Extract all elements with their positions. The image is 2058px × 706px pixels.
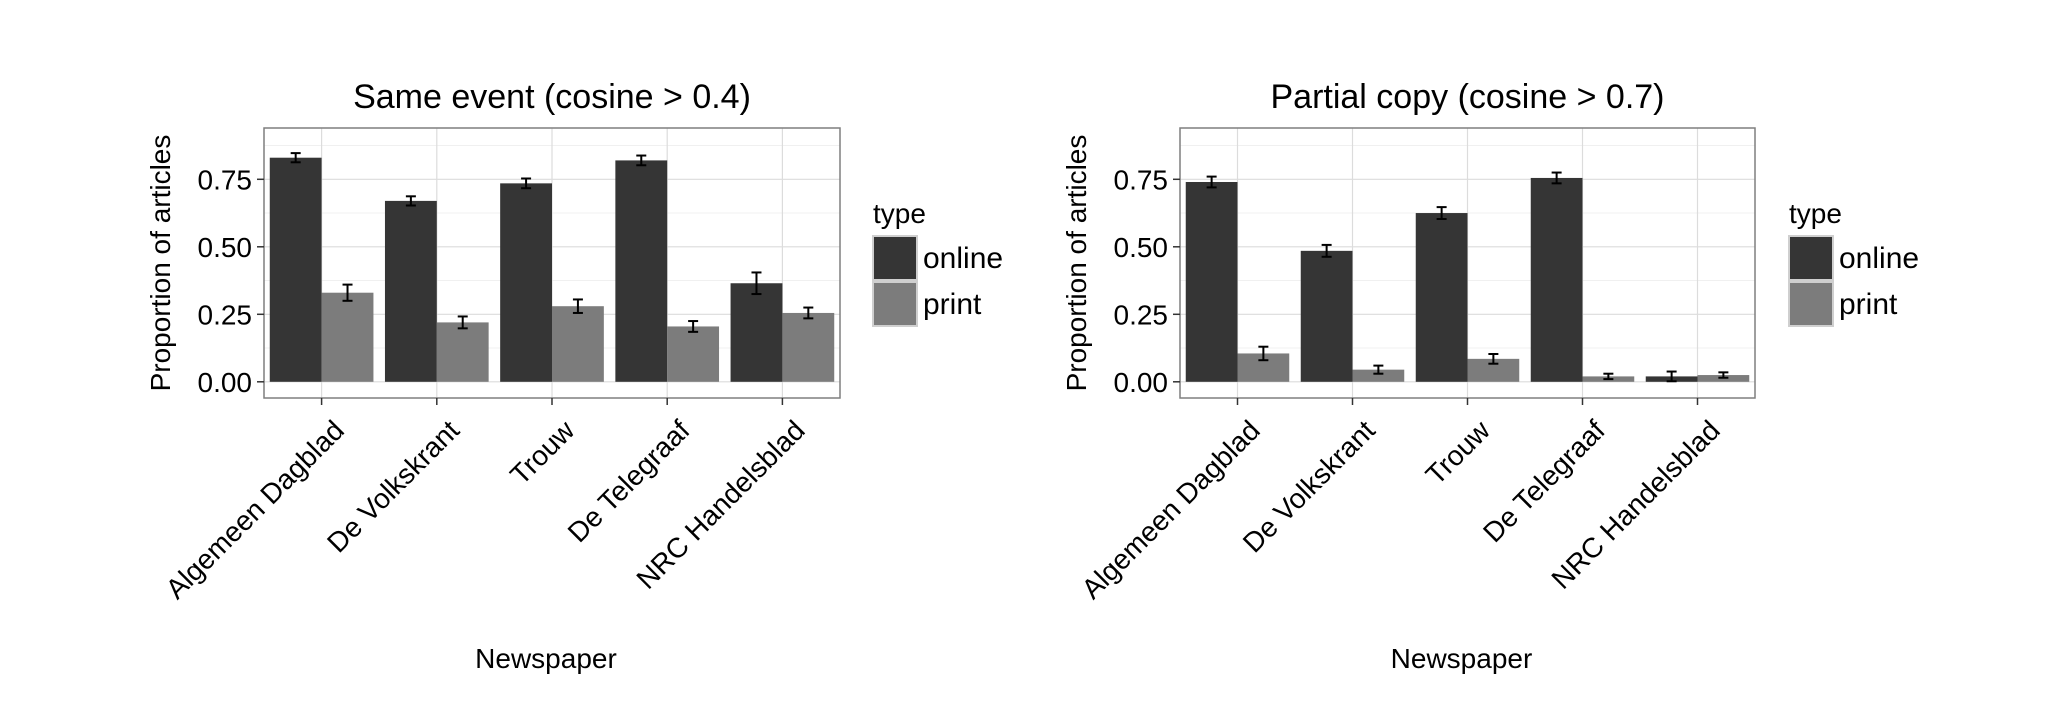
y-tick-label: 0.50	[198, 232, 253, 263]
bar-print	[552, 306, 604, 382]
bar-print	[436, 322, 489, 382]
bar-print	[1352, 369, 1405, 382]
x-tick-label: Trouw	[504, 414, 581, 491]
bar-online	[384, 200, 437, 382]
y-tick-label: 0.25	[1114, 299, 1169, 330]
legend-label-print: print	[923, 288, 982, 321]
bar-print	[321, 292, 374, 382]
legend-label-online: online	[923, 242, 1003, 275]
bar-online	[1185, 182, 1238, 382]
legend-title: type	[873, 198, 926, 229]
y-tick-label: 0.00	[198, 367, 253, 398]
x-tick-label: Algemeen Dagblad	[1076, 414, 1266, 604]
x-tick-label: Algemeen Dagblad	[160, 414, 350, 604]
legend-title: type	[1789, 198, 1842, 229]
bar-online	[615, 160, 668, 382]
legend-label-print: print	[1839, 288, 1898, 321]
bar-print	[1467, 358, 1520, 382]
x-tick-label: Trouw	[1420, 414, 1497, 491]
chart-title: Partial copy (cosine > 0.7)	[1270, 78, 1664, 116]
y-tick-label: 0.00	[1114, 367, 1169, 398]
bar-online	[730, 283, 783, 382]
bar-online	[1415, 213, 1468, 382]
y-axis-label: Proportion of articles	[145, 135, 176, 392]
bar-print	[667, 326, 720, 382]
legend-swatch-print	[1788, 281, 1834, 327]
bar-online	[1530, 177, 1583, 382]
y-tick-label: 0.25	[198, 299, 253, 330]
chart-title: Same event (cosine > 0.4)	[353, 78, 751, 116]
legend-swatch-online	[872, 235, 918, 281]
y-tick-label: 0.75	[1114, 164, 1169, 195]
bar-online	[269, 157, 322, 382]
y-tick-label: 0.75	[198, 164, 253, 195]
bar-print	[782, 312, 835, 382]
x-axis-label: Newspaper	[1391, 643, 1533, 674]
y-axis-label: Proportion of articles	[1061, 135, 1092, 392]
bar-online	[1300, 250, 1353, 382]
x-axis-label: Newspaper	[475, 643, 617, 674]
bar-online	[500, 183, 552, 382]
legend-swatch-print	[872, 281, 918, 327]
y-tick-label: 0.50	[1114, 232, 1169, 263]
legend-swatch-online	[1788, 235, 1834, 281]
legend-label-online: online	[1839, 242, 1919, 275]
